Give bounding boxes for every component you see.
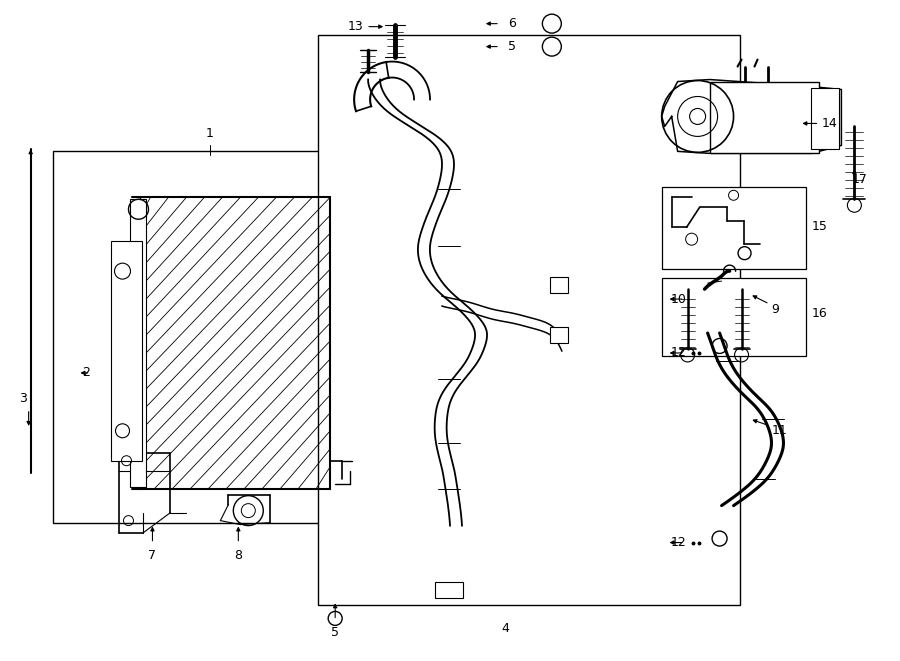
Text: 7: 7 (148, 549, 157, 562)
Text: 9: 9 (771, 303, 779, 315)
Text: 8: 8 (234, 549, 242, 562)
Text: 4: 4 (501, 622, 508, 635)
Text: 16: 16 (812, 307, 827, 319)
Text: 10: 10 (670, 293, 687, 305)
Bar (812, 87, 840, 149)
Bar (130, 199, 147, 486)
Bar (709, 81, 819, 153)
Bar (662, 278, 806, 356)
Bar (111, 241, 142, 461)
Bar (319, 34, 740, 605)
Text: 12: 12 (670, 536, 687, 549)
Bar (435, 582, 463, 598)
Text: 12: 12 (670, 346, 687, 360)
Bar (550, 327, 568, 343)
Text: 13: 13 (347, 20, 363, 33)
Bar (550, 277, 568, 293)
Text: 2: 2 (83, 366, 90, 379)
Text: 5: 5 (331, 626, 339, 639)
Text: 15: 15 (812, 219, 827, 233)
Text: 3: 3 (19, 393, 26, 405)
Text: 11: 11 (771, 424, 788, 438)
Text: 5: 5 (508, 40, 516, 53)
Text: 1: 1 (205, 127, 213, 140)
Text: 14: 14 (822, 117, 837, 130)
Bar (662, 187, 806, 269)
Text: 6: 6 (508, 17, 516, 30)
Text: 17: 17 (851, 173, 868, 186)
Bar (52, 151, 347, 523)
